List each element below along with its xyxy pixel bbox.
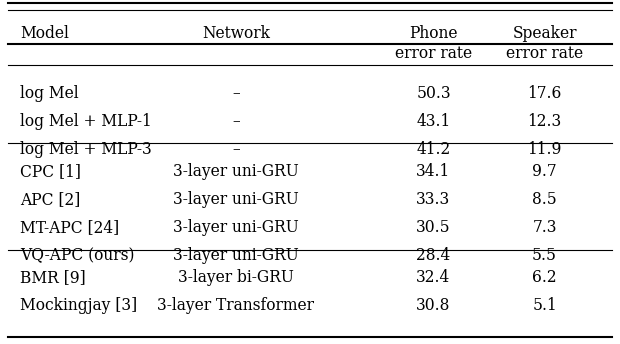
- Text: 12.3: 12.3: [528, 113, 562, 130]
- Text: 30.5: 30.5: [416, 219, 451, 236]
- Text: log Mel + MLP-1: log Mel + MLP-1: [20, 113, 152, 130]
- Text: 32.4: 32.4: [416, 269, 451, 286]
- Text: 17.6: 17.6: [528, 85, 562, 102]
- Text: –: –: [232, 141, 240, 158]
- Text: 43.1: 43.1: [416, 113, 451, 130]
- Text: 9.7: 9.7: [532, 163, 557, 181]
- Text: BMR [9]: BMR [9]: [20, 269, 86, 286]
- Text: VQ-APC (ours): VQ-APC (ours): [20, 247, 135, 265]
- Text: 3-layer uni-GRU: 3-layer uni-GRU: [173, 163, 299, 181]
- Text: MT-APC [24]: MT-APC [24]: [20, 219, 119, 236]
- Text: –: –: [232, 85, 240, 102]
- Text: APC [2]: APC [2]: [20, 192, 80, 208]
- Text: 3-layer Transformer: 3-layer Transformer: [157, 297, 314, 314]
- Text: Mockingjay [3]: Mockingjay [3]: [20, 297, 137, 314]
- Text: Speaker
error rate: Speaker error rate: [506, 25, 583, 62]
- Text: 28.4: 28.4: [416, 247, 451, 265]
- Text: Model: Model: [20, 25, 69, 42]
- Text: 3-layer uni-GRU: 3-layer uni-GRU: [173, 192, 299, 208]
- Text: 50.3: 50.3: [416, 85, 451, 102]
- Text: 3-layer uni-GRU: 3-layer uni-GRU: [173, 219, 299, 236]
- Text: 7.3: 7.3: [533, 219, 557, 236]
- Text: 8.5: 8.5: [532, 192, 557, 208]
- Text: –: –: [232, 113, 240, 130]
- Text: 41.2: 41.2: [416, 141, 451, 158]
- Text: 30.8: 30.8: [416, 297, 451, 314]
- Text: 5.1: 5.1: [532, 297, 557, 314]
- Text: 3-layer bi-GRU: 3-layer bi-GRU: [178, 269, 294, 286]
- Text: 11.9: 11.9: [528, 141, 562, 158]
- Text: CPC [1]: CPC [1]: [20, 163, 81, 181]
- Text: 34.1: 34.1: [416, 163, 451, 181]
- Text: log Mel: log Mel: [20, 85, 79, 102]
- Text: 5.5: 5.5: [532, 247, 557, 265]
- Text: Network: Network: [202, 25, 270, 42]
- Text: 6.2: 6.2: [532, 269, 557, 286]
- Text: log Mel + MLP-3: log Mel + MLP-3: [20, 141, 152, 158]
- Text: 3-layer uni-GRU: 3-layer uni-GRU: [173, 247, 299, 265]
- Text: 33.3: 33.3: [416, 192, 451, 208]
- Text: Phone
error rate: Phone error rate: [395, 25, 472, 62]
